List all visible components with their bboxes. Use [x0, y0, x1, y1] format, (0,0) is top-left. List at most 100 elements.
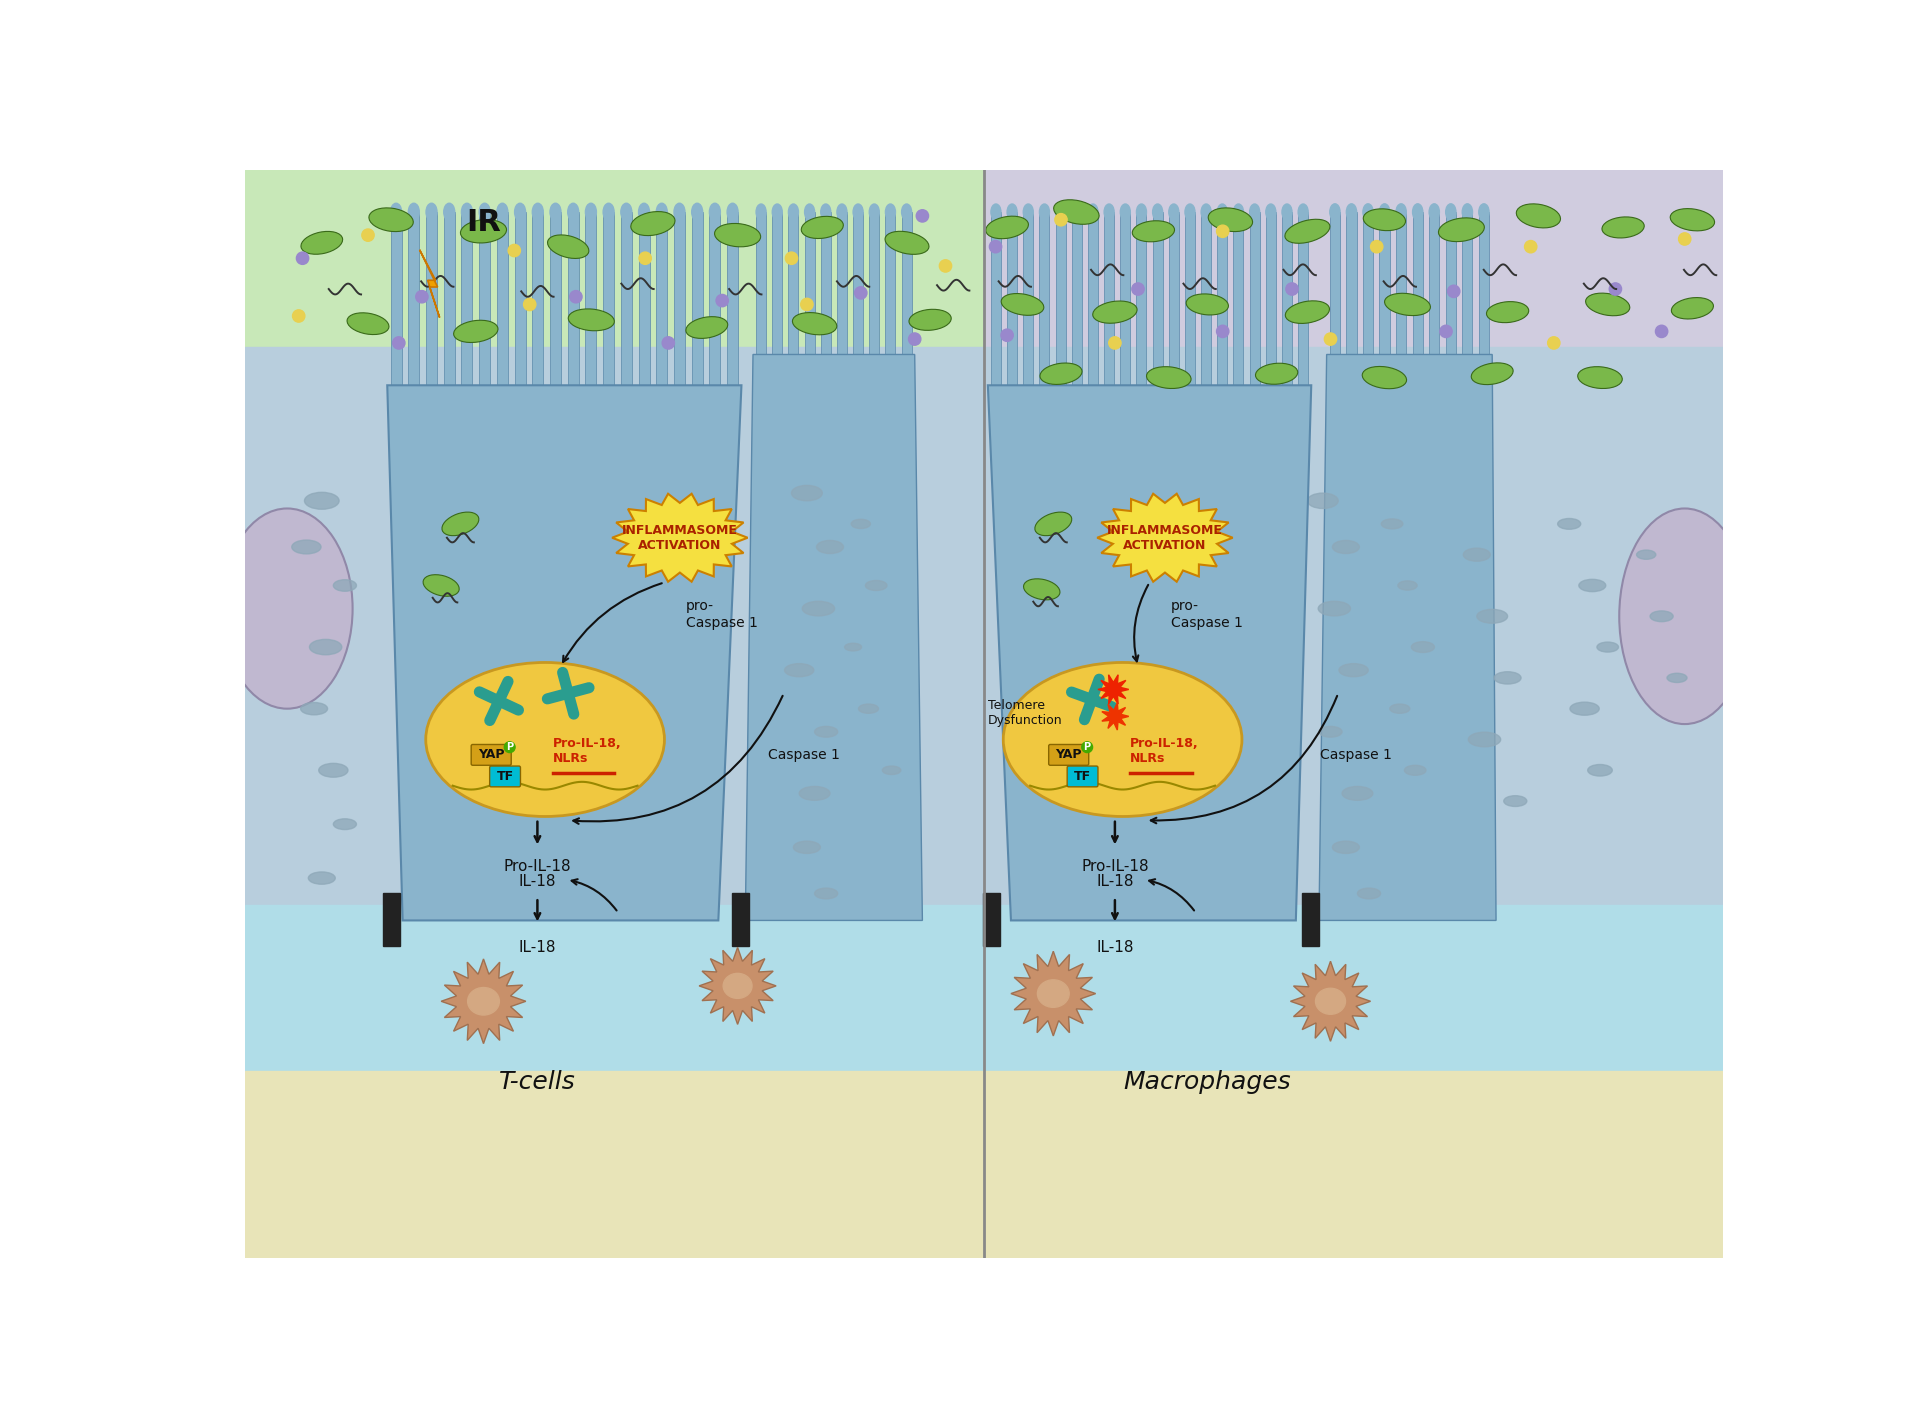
Polygon shape	[442, 959, 526, 1044]
Ellipse shape	[334, 819, 357, 830]
Bar	[691, 212, 703, 385]
Ellipse shape	[1672, 297, 1713, 320]
Ellipse shape	[549, 204, 561, 221]
Text: pro-
Caspase 1: pro- Caspase 1	[1171, 600, 1242, 629]
Bar	[461, 212, 472, 385]
Ellipse shape	[785, 663, 814, 677]
Ellipse shape	[885, 204, 895, 221]
Ellipse shape	[785, 252, 797, 264]
Ellipse shape	[803, 601, 835, 617]
Ellipse shape	[1133, 221, 1175, 242]
Ellipse shape	[1380, 519, 1404, 529]
Ellipse shape	[1325, 332, 1336, 345]
Polygon shape	[1096, 493, 1233, 581]
Ellipse shape	[1056, 204, 1066, 221]
Ellipse shape	[991, 204, 1000, 221]
Ellipse shape	[1284, 219, 1331, 243]
Ellipse shape	[305, 492, 340, 509]
Bar	[870, 212, 879, 355]
Ellipse shape	[1152, 204, 1164, 221]
Ellipse shape	[1119, 204, 1131, 221]
Ellipse shape	[1092, 301, 1137, 324]
Ellipse shape	[505, 742, 515, 752]
Bar	[497, 212, 509, 385]
Ellipse shape	[1319, 727, 1342, 737]
Bar	[1137, 212, 1146, 385]
Ellipse shape	[1023, 204, 1033, 221]
Ellipse shape	[586, 204, 597, 221]
Ellipse shape	[1331, 204, 1340, 221]
Bar	[1152, 212, 1164, 385]
Ellipse shape	[444, 204, 455, 221]
Bar	[1478, 212, 1490, 355]
Bar	[902, 212, 912, 355]
Ellipse shape	[1469, 732, 1501, 747]
Bar	[991, 212, 1000, 385]
Text: Caspase 1: Caspase 1	[1321, 748, 1392, 762]
Bar	[1185, 212, 1194, 385]
Ellipse shape	[866, 581, 887, 591]
Ellipse shape	[1578, 366, 1622, 389]
Polygon shape	[388, 385, 741, 921]
Bar	[1346, 212, 1357, 355]
Ellipse shape	[793, 312, 837, 335]
Text: INFLAMMASOME
ACTIVATION: INFLAMMASOME ACTIVATION	[622, 523, 737, 551]
Ellipse shape	[1004, 663, 1242, 816]
Ellipse shape	[468, 987, 499, 1015]
Ellipse shape	[851, 519, 870, 529]
Ellipse shape	[1578, 580, 1605, 591]
Bar	[728, 212, 737, 385]
Ellipse shape	[814, 888, 837, 899]
Ellipse shape	[908, 332, 922, 345]
Ellipse shape	[801, 216, 843, 239]
Ellipse shape	[708, 204, 720, 221]
Ellipse shape	[939, 260, 952, 271]
Ellipse shape	[301, 232, 342, 255]
Ellipse shape	[1476, 609, 1507, 624]
Bar	[1446, 212, 1455, 355]
Ellipse shape	[1054, 214, 1068, 226]
Bar	[1202, 212, 1212, 385]
Bar	[568, 212, 578, 385]
Ellipse shape	[1597, 642, 1619, 652]
Bar	[639, 212, 649, 385]
Polygon shape	[1012, 952, 1096, 1036]
Bar	[1428, 212, 1440, 355]
Bar	[983, 346, 1722, 932]
Ellipse shape	[1250, 204, 1260, 221]
Ellipse shape	[870, 204, 879, 221]
Polygon shape	[1290, 962, 1371, 1041]
Ellipse shape	[461, 204, 472, 221]
Bar	[983, 905, 1722, 1086]
Ellipse shape	[1678, 233, 1692, 245]
Ellipse shape	[1463, 204, 1473, 221]
Ellipse shape	[603, 204, 614, 221]
Ellipse shape	[1054, 199, 1098, 225]
Bar	[1463, 212, 1473, 355]
Polygon shape	[1098, 674, 1129, 704]
Ellipse shape	[854, 287, 868, 298]
Ellipse shape	[772, 204, 781, 221]
Text: Pro-IL-18,
NLRs: Pro-IL-18, NLRs	[553, 737, 622, 765]
Ellipse shape	[662, 337, 674, 349]
Ellipse shape	[568, 308, 614, 331]
Ellipse shape	[1185, 204, 1194, 221]
Ellipse shape	[1089, 204, 1098, 221]
Ellipse shape	[1670, 209, 1715, 230]
Ellipse shape	[989, 240, 1002, 253]
Ellipse shape	[1037, 980, 1069, 1007]
Ellipse shape	[1081, 742, 1092, 752]
Ellipse shape	[497, 204, 509, 221]
Ellipse shape	[985, 216, 1029, 239]
Ellipse shape	[453, 320, 497, 342]
Bar	[1169, 212, 1179, 385]
Ellipse shape	[309, 872, 336, 884]
Ellipse shape	[1332, 841, 1359, 854]
Ellipse shape	[417, 290, 428, 303]
Bar	[1089, 212, 1098, 385]
Ellipse shape	[532, 204, 543, 221]
Ellipse shape	[816, 540, 843, 553]
Text: TF: TF	[497, 771, 515, 783]
Ellipse shape	[1361, 366, 1407, 389]
Text: P: P	[1083, 742, 1091, 752]
